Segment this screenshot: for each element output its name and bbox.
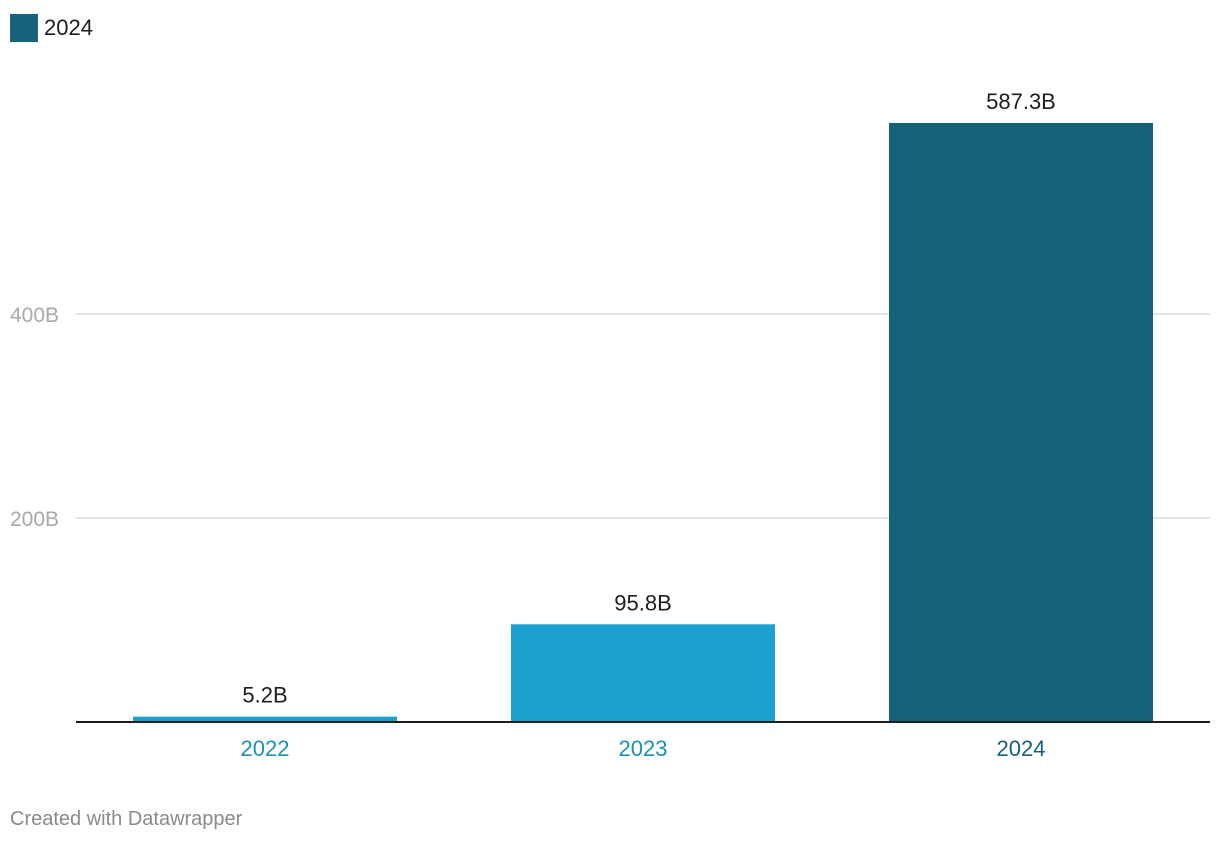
bar-2023 — [511, 624, 775, 722]
x-tick-label-2022: 2022 — [241, 736, 290, 761]
x-tick-label-2024: 2024 — [997, 736, 1046, 761]
labels-layer: 5.2B 2022 95.8B 2023 587.3B 2024 — [241, 89, 1056, 761]
bars-layer — [76, 122, 1210, 723]
value-label-2024: 587.3B — [986, 89, 1056, 114]
value-label-2022: 5.2B — [242, 683, 287, 708]
legend-swatch — [10, 14, 38, 42]
x-tick-label-2023: 2023 — [619, 736, 668, 761]
bar-chart: 200B 400B 5.2B 2022 95.8B 2023 587.3B 2024 — [10, 89, 1210, 761]
value-label-2023: 95.8B — [614, 590, 672, 615]
bar-2022 — [133, 716, 397, 722]
bar-2024 — [889, 122, 1153, 723]
legend: 2024 — [10, 14, 93, 42]
y-tick-label: 400B — [10, 304, 59, 327]
legend-label: 2024 — [44, 15, 93, 40]
credit-text: Created with Datawrapper — [10, 808, 243, 830]
y-tick-label: 200B — [10, 508, 59, 531]
